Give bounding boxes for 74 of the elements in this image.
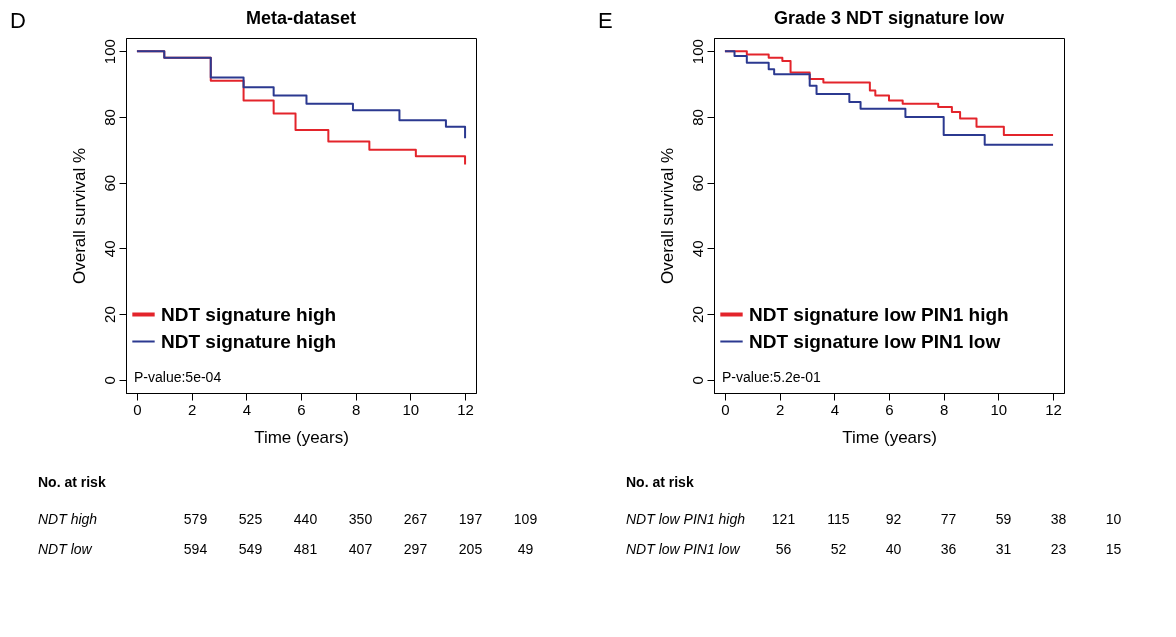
x-tick-label: 0 — [133, 400, 142, 418]
text: 407 — [347, 541, 374, 557]
x-axis-title: Time (years) — [254, 427, 349, 447]
text: No. at risk — [38, 474, 107, 490]
text: 350 — [347, 511, 374, 527]
y-tick-label: 80 — [688, 109, 706, 126]
text: 31 — [994, 541, 1013, 557]
text: NDT high — [37, 511, 99, 527]
x-tick-label: 6 — [885, 400, 894, 418]
text: 52 — [829, 541, 848, 557]
text: E — [598, 8, 613, 34]
text: 49 — [516, 541, 535, 557]
text: 205 — [457, 541, 484, 557]
text: 579 — [182, 511, 209, 527]
legend-label: NDT signature high — [161, 303, 337, 325]
text: NDT low — [37, 541, 93, 557]
x-axis-title: Time (years) — [842, 427, 937, 447]
y-tick-label: 20 — [100, 306, 118, 323]
text: 92 — [884, 511, 903, 527]
x-tick-label: 2 — [775, 400, 785, 418]
text: 440 — [292, 511, 319, 527]
text: No. at risk — [626, 474, 695, 490]
text: 297 — [402, 541, 429, 557]
text: 59 — [994, 511, 1013, 527]
x-tick-label: 0 — [721, 400, 730, 418]
chart-title: Meta-dataset — [245, 8, 357, 28]
text: 594 — [182, 541, 209, 557]
text: 23 — [1049, 541, 1068, 557]
text: 109 — [512, 511, 539, 527]
y-axis-title: Overall survival % — [69, 147, 89, 285]
x-tick-label: 4 — [830, 400, 839, 418]
text: 115 — [826, 511, 851, 527]
y-tick-label: 40 — [688, 240, 706, 258]
y-tick-label: 80 — [100, 109, 118, 126]
text: 267 — [402, 511, 429, 527]
text: 525 — [237, 511, 264, 527]
y-tick-label: 60 — [100, 174, 118, 192]
y-tick-label: 100 — [688, 39, 706, 65]
text: D — [10, 8, 26, 34]
x-tick-label: 6 — [297, 400, 306, 418]
y-tick-label: 0 — [688, 376, 706, 385]
x-tick-label: 12 — [1045, 400, 1062, 418]
annotation: P-value:5.2e-01 — [722, 369, 822, 385]
y-tick-label: 20 — [688, 306, 706, 323]
text: NDT low PIN1 high — [625, 511, 747, 527]
text: 10 — [1104, 511, 1123, 527]
chart-title: Grade 3 NDT signature low — [773, 8, 1006, 28]
y-tick-label: 60 — [688, 174, 706, 192]
text: 40 — [884, 541, 903, 557]
y-axis-title: Overall survival % — [657, 147, 677, 285]
x-tick-label: 8 — [352, 400, 361, 418]
text: NDT low PIN1 low — [625, 541, 741, 557]
x-tick-label: 10 — [990, 400, 1008, 418]
x-tick-label: 10 — [402, 400, 420, 418]
x-tick-label: 4 — [242, 400, 251, 418]
text: 77 — [939, 511, 958, 527]
annotation: P-value:5e-04 — [134, 369, 222, 385]
y-tick-label: 0 — [100, 376, 118, 385]
text: 197 — [457, 511, 484, 527]
legend-label: NDT signature high — [161, 330, 337, 352]
legend-label: NDT signature low PIN1 low — [749, 330, 1001, 352]
y-tick-label: 40 — [100, 240, 118, 258]
legend-label: NDT signature low PIN1 high — [749, 303, 1009, 325]
text: 15 — [1104, 541, 1123, 557]
x-tick-label: 8 — [940, 400, 949, 418]
text: 36 — [939, 541, 958, 557]
x-tick-label: 2 — [187, 400, 197, 418]
text: 481 — [292, 541, 319, 557]
y-tick-label: 100 — [100, 39, 118, 65]
text: 56 — [774, 541, 793, 557]
x-tick-label: 12 — [457, 400, 474, 418]
text: 121 — [770, 511, 797, 527]
text: 549 — [237, 541, 264, 557]
text: 38 — [1049, 511, 1068, 527]
